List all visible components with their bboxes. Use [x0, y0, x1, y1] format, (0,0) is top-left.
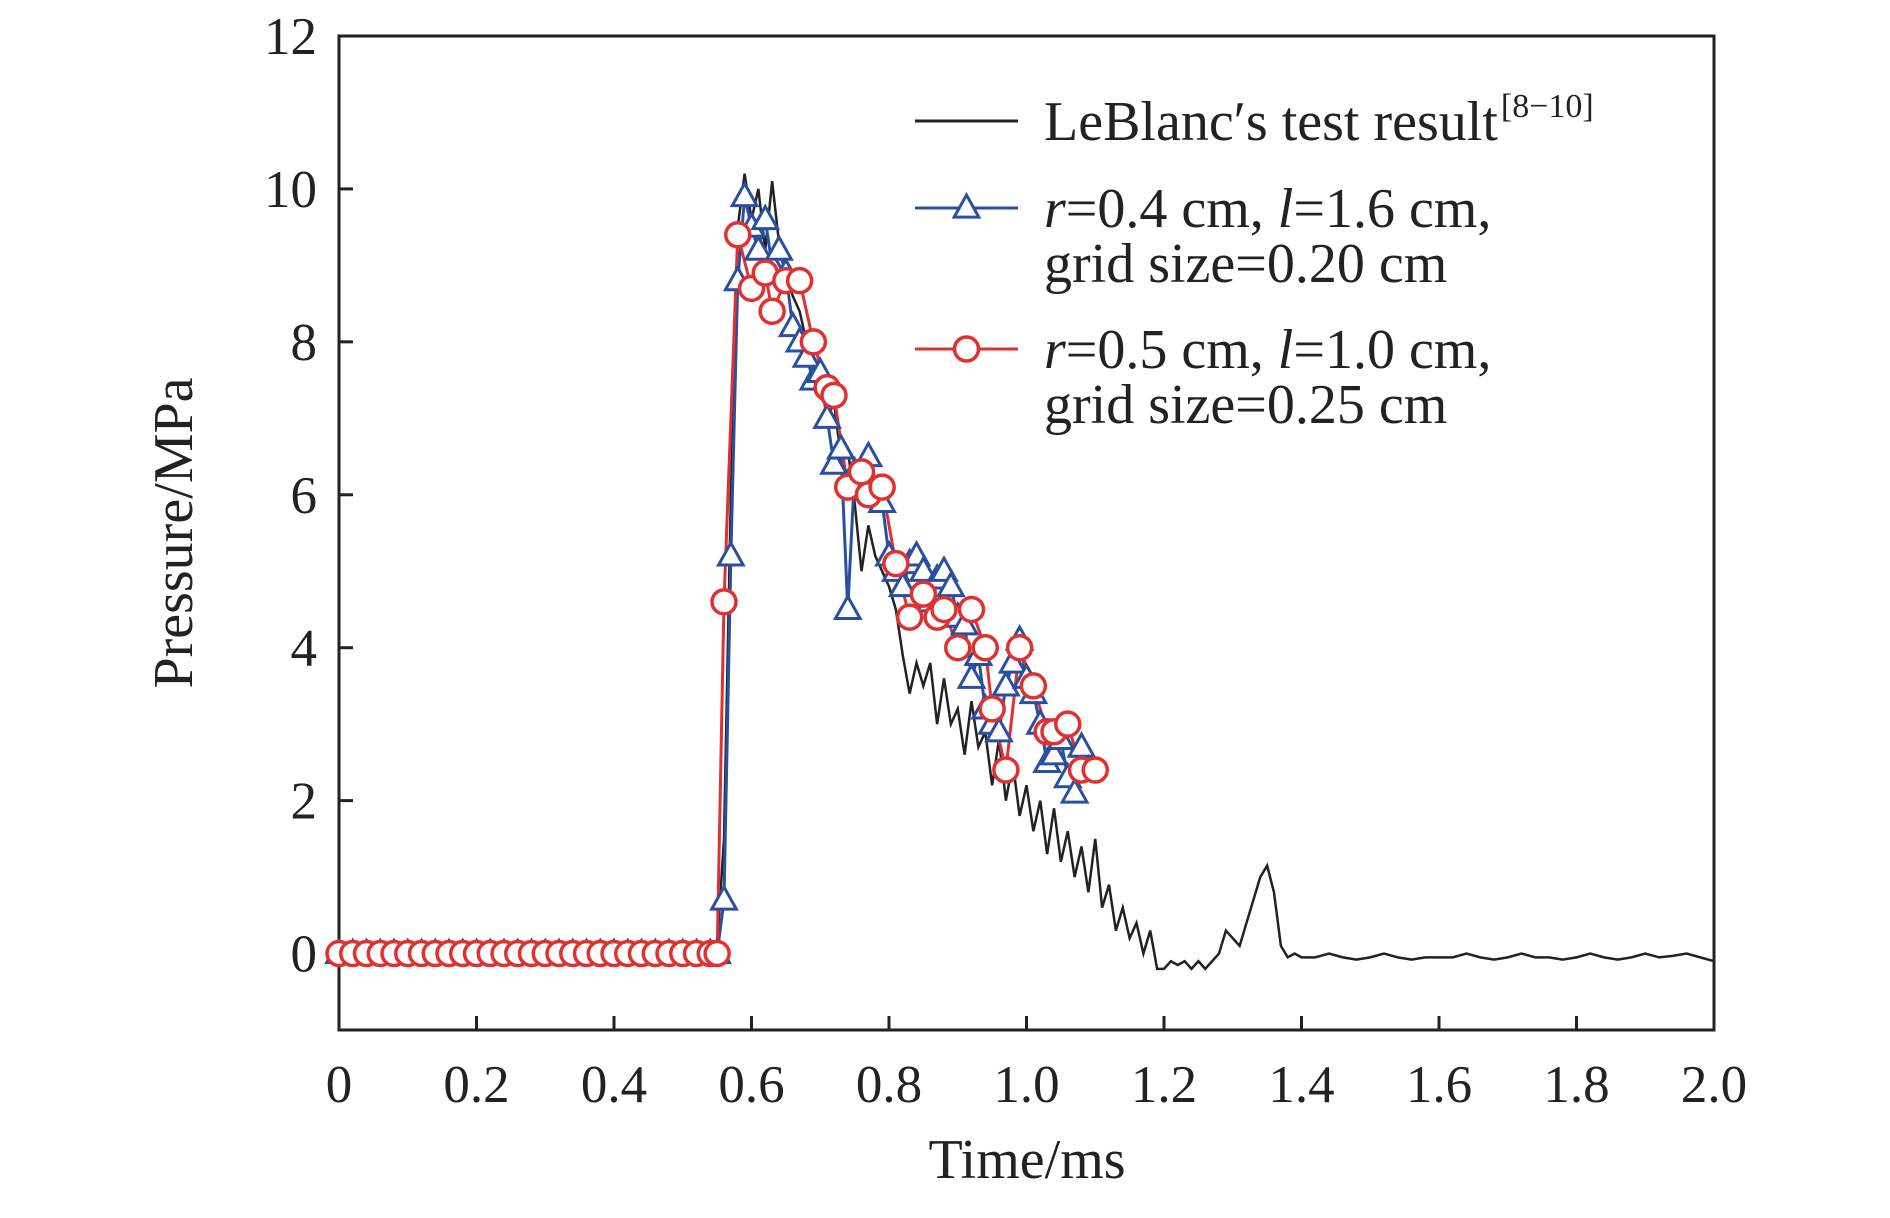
y-tick-label: 4 — [291, 620, 318, 678]
circle-marker — [1081, 756, 1109, 784]
circle-marker — [799, 328, 828, 356]
y-tick-label: 10 — [264, 161, 317, 219]
x-tick-label: 2.0 — [1681, 1056, 1747, 1114]
y-tick-label: 12 — [264, 8, 317, 66]
legend-marker — [951, 191, 982, 219]
legend-label: LeBlanc′s test result — [1044, 91, 1498, 153]
triangle-marker — [990, 669, 1021, 697]
legend-label: r=0.4 cm, l=1.6 cm, grid size=0.20 cm — [1044, 178, 1491, 295]
x-tick-label: 1.6 — [1406, 1056, 1472, 1114]
circle-marker — [703, 939, 731, 968]
triangle-marker — [825, 432, 856, 460]
triangle-marker — [709, 883, 739, 911]
circle-marker — [882, 549, 910, 578]
triangle-marker — [1059, 776, 1090, 804]
circle-marker — [724, 221, 752, 249]
circle-marker — [1005, 633, 1034, 662]
circle-marker — [895, 603, 924, 631]
triangle-marker — [819, 448, 849, 475]
x-tick-label: 0.4 — [581, 1056, 647, 1114]
legend-label: r=0.5 cm, l=1.0 cm, grid size=0.25 cm — [1044, 319, 1491, 436]
circle-marker — [847, 458, 876, 486]
triangle-marker — [715, 539, 746, 567]
triangle-marker — [1066, 731, 1097, 758]
x-tick-label: 1.4 — [1268, 1056, 1334, 1114]
x-tick-label: 0.8 — [856, 1056, 922, 1114]
circle-marker — [1054, 710, 1082, 738]
circle-marker — [758, 297, 786, 326]
circle-marker — [868, 473, 896, 501]
circle-marker — [978, 695, 1006, 723]
x-axis-title: Time/ms — [928, 1129, 1125, 1191]
legend-reference: [8−10] — [1501, 88, 1594, 125]
circle-marker — [909, 580, 938, 608]
triangle-marker — [832, 593, 863, 621]
triangle-marker — [908, 555, 939, 582]
triangle-marker — [956, 662, 987, 689]
circle-marker — [992, 756, 1020, 784]
circle-marker — [785, 266, 814, 295]
circle-marker — [1019, 672, 1048, 700]
circle-marker — [971, 633, 999, 662]
circle-marker — [957, 595, 986, 624]
triangle-marker — [750, 203, 781, 231]
circle-marker — [710, 588, 738, 616]
series-line — [339, 196, 1090, 956]
series-line — [339, 173, 1714, 971]
x-tick-label: 0.6 — [718, 1056, 784, 1114]
triangle-marker — [764, 234, 794, 261]
y-axis-title: Pressure/MPa — [143, 377, 205, 688]
x-tick-label: 1.0 — [993, 1056, 1059, 1114]
triangle-marker — [743, 234, 774, 261]
legend-marker — [952, 335, 981, 363]
y-tick-label: 0 — [291, 926, 318, 984]
x-tick-label: 1.8 — [1543, 1056, 1609, 1114]
y-tick-label: 8 — [291, 314, 318, 372]
y-tick-label: 2 — [291, 773, 318, 831]
triangle-marker — [887, 570, 918, 598]
circle-marker — [930, 595, 958, 624]
triangle-marker — [729, 180, 760, 208]
triangle-marker — [812, 402, 843, 429]
circle-marker — [944, 633, 972, 662]
x-tick-label: 1.2 — [1131, 1056, 1197, 1114]
plot-frame — [337, 34, 1716, 1032]
triangle-marker — [984, 715, 1014, 743]
triangle-marker — [1039, 738, 1069, 766]
y-tick-label: 6 — [291, 467, 318, 525]
x-tick-label: 0 — [326, 1056, 353, 1114]
circle-marker — [820, 381, 848, 410]
triangle-marker — [935, 570, 966, 598]
x-tick-label: 0.2 — [443, 1056, 509, 1114]
